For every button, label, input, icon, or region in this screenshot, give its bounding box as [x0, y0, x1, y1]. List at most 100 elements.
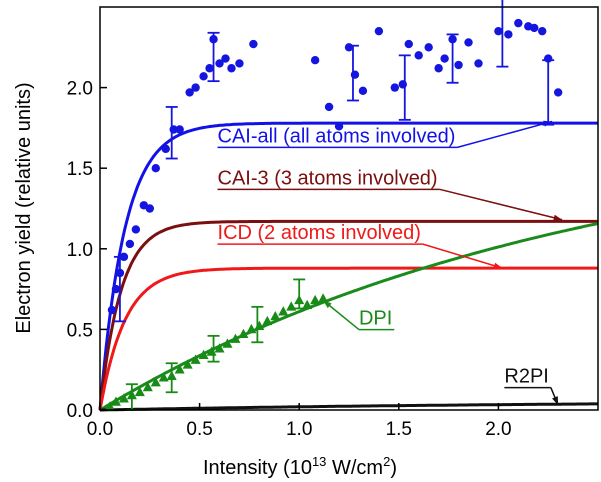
data-point	[278, 306, 289, 316]
data-point	[150, 377, 161, 387]
annotation-leader	[457, 120, 553, 149]
data-point	[222, 338, 233, 348]
annotation-arrowhead	[323, 300, 332, 309]
data-point	[145, 204, 154, 213]
annotation-arrowhead	[553, 214, 563, 221]
data-point	[214, 343, 225, 353]
data-point	[119, 252, 129, 262]
data-point	[494, 26, 503, 36]
annotation-label: R2PI	[504, 366, 548, 388]
data-point	[182, 359, 193, 369]
data-point	[553, 88, 563, 97]
data-point	[544, 54, 553, 63]
data-point	[464, 38, 473, 47]
data-point	[270, 311, 281, 321]
data-point	[398, 80, 407, 89]
data-point	[238, 328, 249, 339]
data-point	[191, 83, 200, 92]
data-point	[358, 86, 368, 96]
y-tick-label: 1.0	[67, 240, 93, 261]
x-tick-label: 0.5	[186, 419, 212, 440]
data-point	[344, 43, 354, 52]
data-point	[126, 389, 137, 400]
data-point	[230, 333, 241, 343]
annotation-label: ICD (2 atoms involved)	[218, 222, 421, 244]
data-point	[206, 346, 217, 356]
y-tick-label: 0.5	[67, 320, 93, 341]
data-point	[174, 364, 185, 374]
data-point	[235, 59, 244, 68]
x-tick-label: 2.0	[485, 419, 511, 440]
data-point	[249, 39, 258, 49]
annotation-label: DPI	[359, 308, 392, 330]
x-tick-label: 0.0	[87, 419, 113, 440]
data-point	[448, 35, 457, 44]
data-point	[110, 396, 121, 406]
data-point	[166, 370, 177, 380]
data-point	[530, 23, 539, 33]
data-point	[118, 393, 129, 403]
data-point	[310, 55, 320, 65]
data-point	[221, 54, 230, 63]
data-point	[286, 301, 297, 311]
data-point	[440, 54, 449, 63]
data-point	[115, 268, 125, 278]
annotation-arrowhead	[493, 262, 503, 269]
data-point	[254, 320, 265, 330]
data-point	[199, 72, 208, 81]
data-point	[334, 122, 344, 131]
data-point	[131, 225, 141, 234]
annotation-arrowhead	[552, 396, 559, 406]
x-tick-label: 1.0	[286, 419, 312, 440]
series-curve	[98, 219, 598, 411]
data-point	[158, 372, 169, 382]
x-axis-title: Intensity (1013 W/cm2)	[203, 454, 397, 479]
data-point	[111, 284, 121, 294]
x-tick-label: 1.5	[386, 419, 412, 440]
annotation-label: CAI-3 (3 atoms involved)	[218, 167, 438, 189]
data-point	[374, 26, 384, 36]
data-point	[198, 349, 209, 359]
y-tick-label: 2.0	[67, 79, 93, 100]
series-curve	[99, 222, 599, 412]
data-point	[205, 64, 214, 73]
y-axis-title: Electron yield (relative units)	[13, 82, 35, 333]
data-point	[107, 305, 117, 315]
data-point	[227, 64, 236, 73]
data-point	[474, 59, 483, 68]
data-point	[414, 51, 423, 60]
data-point	[175, 125, 184, 134]
data-point	[424, 43, 433, 52]
data-point	[310, 294, 321, 305]
data-point	[209, 35, 218, 44]
axis-ticks: 0.0 0.5 1.0 1.5 2.0 0.0 0.5 1.0 1.5 2.0	[67, 79, 512, 440]
data-point	[246, 323, 257, 334]
data-point	[404, 39, 413, 49]
data-point	[390, 83, 400, 92]
annotation-arrowhead	[543, 120, 553, 127]
series-curve	[98, 266, 598, 411]
data-point	[350, 70, 360, 79]
data-point	[302, 299, 313, 310]
data-point	[215, 59, 224, 68]
data-point	[262, 315, 273, 326]
annotation-leader	[422, 243, 503, 269]
data-point	[169, 125, 178, 134]
plot-frame	[99, 6, 599, 411]
series-curve	[98, 121, 598, 411]
data-point	[454, 60, 463, 70]
y-tick-label: 1.5	[67, 159, 93, 180]
data-point	[294, 294, 305, 305]
data-point	[142, 381, 153, 392]
data-point	[190, 354, 201, 364]
data-point	[434, 64, 443, 73]
plot-marks: CAI-all (all atoms involved) CAI-3 (3 ato…	[98, 0, 599, 412]
data-point	[125, 239, 135, 249]
data-point	[104, 401, 115, 411]
annotation-label: CAI-all (all atoms involved)	[218, 125, 456, 147]
annotation-leader	[439, 188, 563, 221]
data-point	[538, 26, 547, 36]
data-point	[151, 164, 160, 173]
series-curve	[100, 402, 598, 412]
